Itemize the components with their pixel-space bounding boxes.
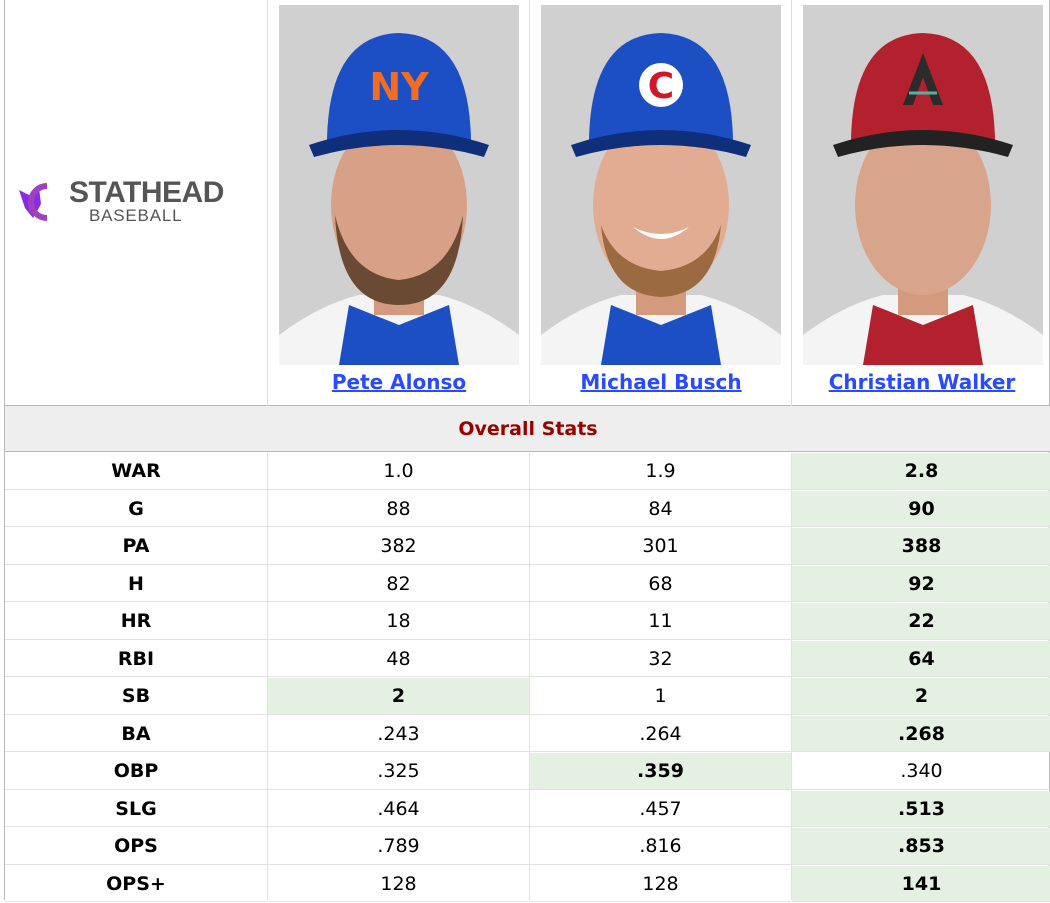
stat-value: 82 — [268, 566, 529, 603]
stat-value: .243 — [268, 716, 529, 753]
stat-value: 128 — [268, 866, 529, 903]
logo-subtitle: BASEBALL — [89, 206, 182, 226]
header-divider — [529, 0, 530, 406]
stathead-logo-icon — [17, 182, 67, 222]
stat-value: 68 — [530, 566, 791, 603]
stat-label: BA — [5, 716, 267, 753]
stat-label: OPS+ — [5, 866, 267, 903]
stat-value: 11 — [530, 603, 791, 640]
stat-value: 48 — [268, 641, 529, 678]
stat-row: SLG.464.457.513 — [5, 791, 1050, 829]
stat-value: 32 — [530, 641, 791, 678]
stat-value: 88 — [268, 491, 529, 528]
svg-text:C: C — [648, 66, 674, 107]
stat-value: 2 — [268, 678, 529, 715]
stat-value: 388 — [792, 528, 1050, 565]
stat-label: OBP — [5, 753, 267, 790]
stat-label: HR — [5, 603, 267, 640]
stat-label: H — [5, 566, 267, 603]
stat-value: 301 — [530, 528, 791, 565]
player-link-busch[interactable]: Michael Busch — [531, 370, 791, 394]
player-link-alonso[interactable]: Pete Alonso — [269, 370, 529, 394]
stat-value: 1.0 — [268, 453, 529, 490]
player-photo-walker — [803, 5, 1043, 365]
stat-value: 141 — [792, 866, 1050, 903]
player-link-walker[interactable]: Christian Walker — [793, 370, 1050, 394]
stat-value: 90 — [792, 491, 1050, 528]
stat-label: OPS — [5, 828, 267, 865]
player-photo-busch: C — [541, 5, 781, 365]
stat-value: .513 — [792, 791, 1050, 828]
stat-value: 2 — [792, 678, 1050, 715]
stat-value: 382 — [268, 528, 529, 565]
section-title: Overall Stats — [5, 418, 1050, 440]
stat-value: .853 — [792, 828, 1050, 865]
stat-value: 128 — [530, 866, 791, 903]
svg-text:NY: NY — [369, 65, 429, 109]
stat-value: .264 — [530, 716, 791, 753]
stat-label: RBI — [5, 641, 267, 678]
stat-value: .789 — [268, 828, 529, 865]
stat-value: 1.9 — [530, 453, 791, 490]
comparison-table: STATHEAD BASEBALL NY Pete Alonso — [4, 0, 1050, 900]
stat-value: .464 — [268, 791, 529, 828]
stat-value: .359 — [530, 753, 791, 790]
stat-label: WAR — [5, 453, 267, 490]
stat-value: 64 — [792, 641, 1050, 678]
stat-value: .340 — [792, 753, 1050, 790]
stat-row: OPS.789.816.853 — [5, 828, 1050, 866]
player-photo-alonso: NY — [279, 5, 519, 365]
stat-value: 2.8 — [792, 453, 1050, 490]
stat-value: 22 — [792, 603, 1050, 640]
stat-label: SLG — [5, 791, 267, 828]
header-divider — [791, 0, 792, 406]
stat-row: BA.243.264.268 — [5, 716, 1050, 754]
stat-value: .457 — [530, 791, 791, 828]
logo-name: STATHEAD — [69, 176, 224, 210]
stat-value: .325 — [268, 753, 529, 790]
table-header: STATHEAD BASEBALL NY Pete Alonso — [5, 0, 1050, 406]
stat-label: SB — [5, 678, 267, 715]
stat-label: PA — [5, 528, 267, 565]
stat-value: 92 — [792, 566, 1050, 603]
section-header: Overall Stats — [5, 406, 1050, 452]
stat-value: .816 — [530, 828, 791, 865]
stat-value: 18 — [268, 603, 529, 640]
stat-label: G — [5, 491, 267, 528]
stat-value: 84 — [530, 491, 791, 528]
stathead-logo[interactable]: STATHEAD BASEBALL — [17, 176, 269, 228]
stat-value: .268 — [792, 716, 1050, 753]
stat-row: OBP.325.359.340 — [5, 753, 1050, 791]
stat-value: 1 — [530, 678, 791, 715]
